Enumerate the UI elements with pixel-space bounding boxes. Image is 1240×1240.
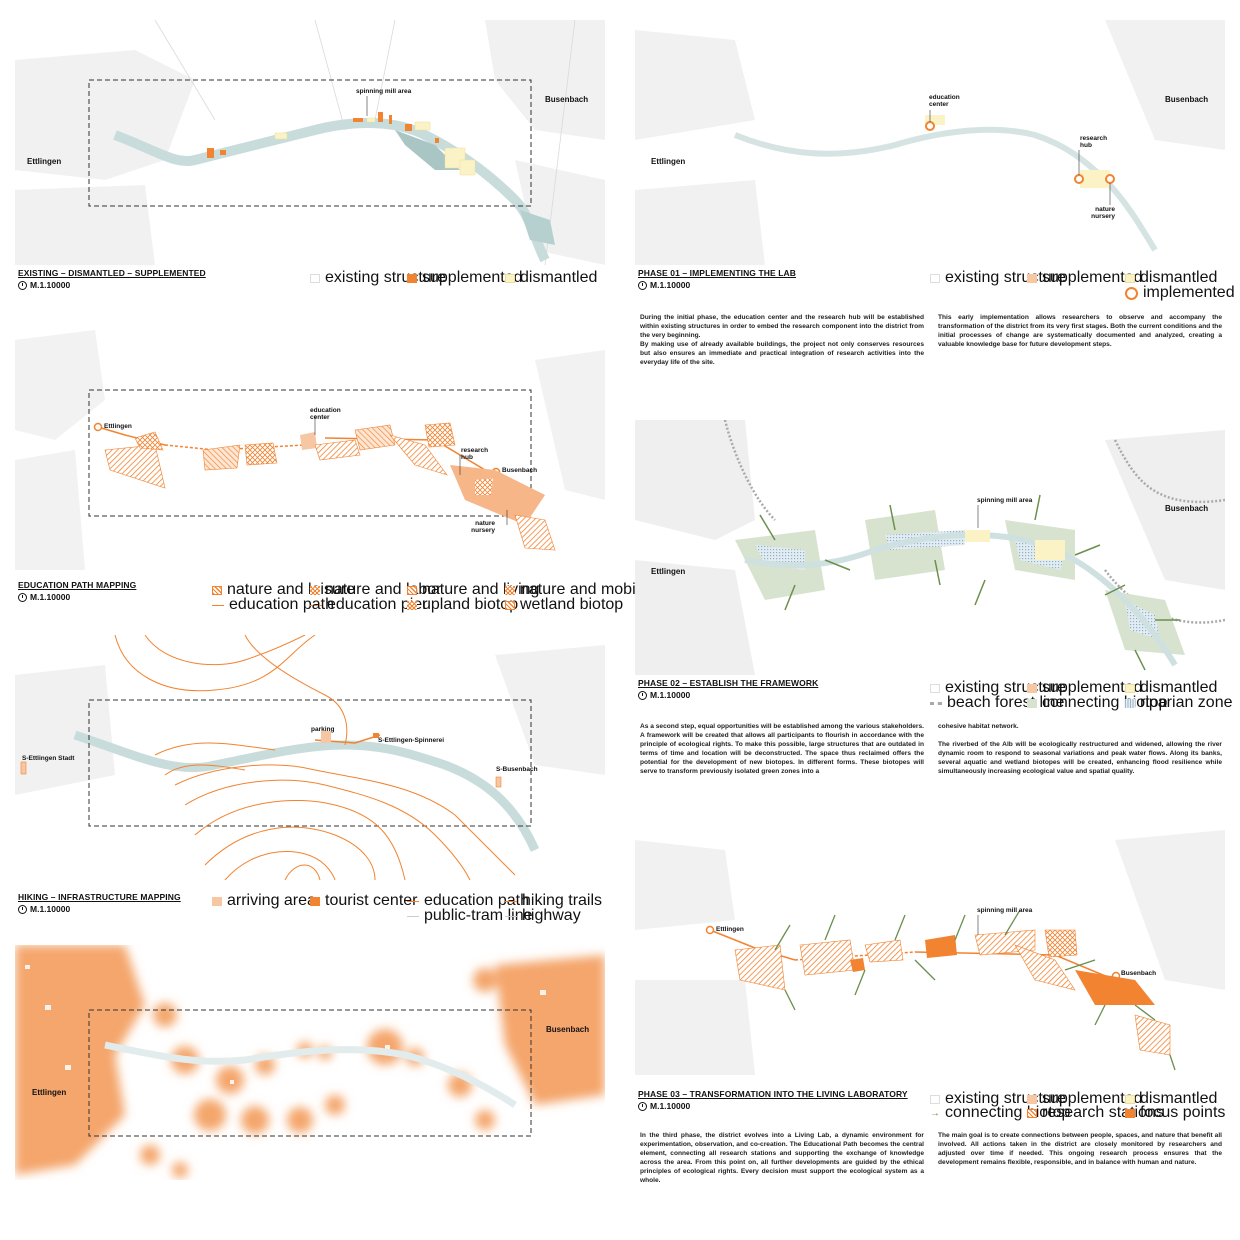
clock-icon [638,280,647,290]
scale-hiking: M.1.10000 [18,904,70,914]
scale-education: M.1.10000 [18,592,70,602]
panel-title-phase03: PHASE 03 – TRANSFORMATION INTO THE LIVIN… [638,1089,908,1099]
scale-existing: M.1.10000 [18,280,70,290]
label-ettlingen-7: Ettlingen [716,926,744,933]
legend-arriving-area: arriving area [212,892,316,910]
legend-education-pier: education pier [310,596,428,614]
panel-title-education: EDUCATION PATH MAPPING [18,580,137,590]
label-spinning-mill-7: spinning mill area [977,907,1033,914]
map-phase-03 [635,830,1225,1075]
legend-education-path: education path [212,596,334,614]
legend-highway: highway [505,907,581,925]
text-phase03-right: The main goal is to create connections b… [938,1132,1222,1167]
label-ettlingen-5: Ettlingen [651,157,686,166]
label-busenbach-6: Busenbach [1165,504,1209,513]
legend-p2-supplemented: supplemented [1027,679,1143,697]
legend-riparian-zone: riparian zone [1125,694,1233,712]
label-parking: parking [311,726,335,733]
label-s-ettlingen-stadt: S-Ettlingen Stadt [22,755,75,762]
label-education-center-5: education center [929,94,960,108]
legend-hiking-trails: hiking trails [505,892,602,910]
label-ettlingen-6: Ettlingen [651,567,686,576]
map-education-path [15,320,605,570]
map-phase-01 [635,20,1225,265]
label-education-center-2: education center [310,407,341,421]
scale-phase03: M.1.10000 [638,1101,690,1111]
hiking-trails [114,635,516,880]
text-phase02-left: As a second step, equal opportunities wi… [640,723,924,776]
clock-icon [18,592,27,602]
map-phase-02 [635,420,1225,675]
label-busenbach-2: Busenbach [502,467,538,474]
label-nature-nursery-5: nature nursery [1091,206,1115,220]
legend-wetland-biotop: wetland biotop [505,596,623,614]
urban-fabric [15,20,605,265]
label-spinning-mill-6: spinning mill area [977,497,1033,504]
text-phase03-left: In the third phase, the district evolves… [640,1132,924,1185]
panel-title-hiking: HIKING – INFRASTRUCTURE MAPPING [18,892,181,902]
biotop-arrows [759,494,1180,671]
legend-p2-dismantled: dismantled [1125,679,1217,697]
scale-phase02: M.1.10000 [638,690,690,700]
label-busenbach-4: Busenbach [546,1025,590,1034]
label-ettlingen: Ettlingen [27,157,62,166]
clock-icon [18,280,27,290]
map-focus-glow [15,945,605,1180]
panel-title-existing: EXISTING – DISMANTLED – SUPPLEMENTED [18,268,206,278]
map-existing [15,20,605,265]
text-phase01-right: This early implementation allows researc… [938,314,1222,349]
legend-p3-dismantled: dismantled [1125,1090,1217,1108]
legend-tram: public-tram line [407,907,532,925]
map-hiking [15,635,605,880]
label-busenbach-7: Busenbach [1121,970,1157,977]
panel-title-phase01: PHASE 01 – IMPLEMENTING THE LAB [638,268,797,278]
legend-p3-connecting-biotop: → connecting biotop [930,1104,1071,1121]
legend-connecting-biotop: connecting biotop [1027,694,1167,712]
text-phase01-left: During the initial phase, the education … [640,314,924,367]
legend-dismantled: dismantled [505,269,597,287]
legend-hiking-education-path: education path [407,892,529,910]
panel-title-phase02: PHASE 02 – ESTABLISH THE FRAMEWORK [638,678,819,688]
label-research-hub-2: research hub [461,447,489,461]
legend-p3-supplemented: supplemented [1027,1090,1143,1108]
text-phase02-right: cohesive habitat network. The riverbed o… [938,723,1222,776]
label-ettlingen-4: Ettlingen [32,1088,67,1097]
legend-nature-mobility: nature and mobility [505,581,655,599]
scale-phase01: M.1.10000 [638,280,690,290]
clock-icon [638,1101,647,1111]
label-spinning-mill: spinning mill area [356,88,412,95]
label-nature-nursery-2: nature nursery [471,520,495,534]
clock-icon [18,904,27,914]
label-busenbach: Busenbach [545,95,589,104]
legend-supplemented: supplemented [407,269,523,287]
legend-tourist-center: tourist center [310,892,417,910]
label-ettlingen-2: Ettlingen [104,423,132,430]
research-stations [734,929,1171,1056]
legend-p1-dismantled: dismantled [1125,269,1217,287]
legend-nature-leisure: nature and leisure [212,581,355,599]
label-s-spinnerei: S-Ettlingen-Spinnerei [378,737,445,744]
label-busenbach-5: Busenbach [1165,95,1209,104]
arrow-icon: → [930,1107,940,1119]
clock-icon [638,690,647,700]
legend-upland-biotop: upland biotop [407,596,518,614]
legend-p1-implemented-research: implemented research [1125,284,1240,302]
label-research-hub-5: research hub [1080,135,1108,149]
supplemented-blocks [207,112,439,158]
label-s-busenbach: S-Busenbach [496,766,538,773]
education-path-areas [104,422,556,551]
legend-p1-supplemented: supplemented [1027,269,1143,287]
legend-p3-focus-points: focus points [1125,1104,1225,1122]
